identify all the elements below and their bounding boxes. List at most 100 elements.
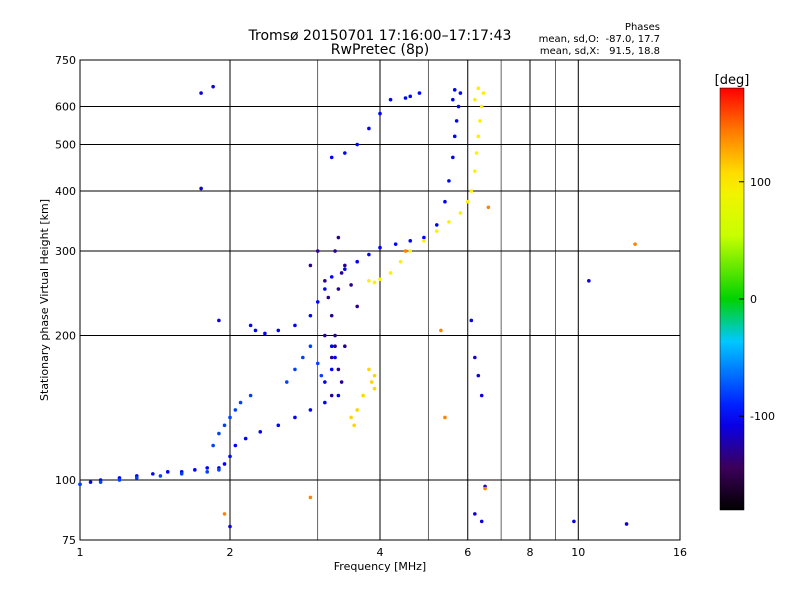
data-point [326,295,331,300]
data-point [323,333,327,338]
data-point [452,134,457,139]
data-point [476,86,481,91]
data-point [434,223,439,227]
data-point [473,169,477,173]
chart-title: Tromsø 20150701 17:16:00–17:17:43 [248,28,512,44]
data-point [315,249,320,253]
data-point [329,313,334,318]
data-point [293,415,297,420]
data-point [211,84,215,89]
x-tick-label: 4 [377,546,384,559]
data-point [222,423,227,428]
data-point [211,443,215,448]
data-point [343,267,347,271]
data-point [301,355,305,360]
data-point [473,355,477,360]
y-tick-label: 200 [55,330,76,343]
y-tick-label: 100 [55,474,76,487]
data-point [483,486,487,491]
data-point [134,476,139,480]
data-point [434,229,439,233]
data-point [367,367,371,372]
data-point [587,279,591,283]
y-tick-label: 600 [55,101,76,114]
data-point [388,271,393,275]
y-axis-label: Stationary phase Virtual Height [km] [38,199,51,401]
data-point [479,104,484,109]
data-point [408,249,413,253]
data-point [355,408,359,412]
data-point [361,393,365,398]
data-point [329,367,334,372]
data-point [474,151,479,155]
data-point [469,318,474,323]
data-point [447,179,451,183]
data-point [228,415,232,420]
data-point [293,323,297,328]
data-point [117,478,122,482]
data-point [476,373,481,378]
y-tick-label: 400 [55,185,76,198]
data-point [323,400,327,405]
data-point [319,373,324,378]
data-point [205,466,209,470]
x-tick-label: 2 [227,546,234,559]
data-point [217,431,221,436]
data-point [308,263,313,268]
data-point [378,277,382,282]
data-point [633,242,637,246]
data-point [372,280,377,285]
data-point [465,199,470,204]
data-point [458,211,463,215]
data-point [469,189,474,193]
data-point [336,367,341,372]
phases-o-stats: mean, sd,O: -87.0, 17.7 [538,34,660,45]
data-point [333,249,337,253]
data-point [339,380,344,384]
colorbar-tick-label: 0 [750,293,757,306]
data-point [315,361,320,366]
x-tick-label: 1 [77,546,84,559]
data-point [217,468,221,472]
data-point [158,474,163,478]
data-point [454,119,459,123]
data-point [263,331,267,336]
data-point [336,287,341,291]
phases-header: Phases [624,22,660,33]
data-point [336,235,341,240]
data-point [439,328,443,333]
data-point [355,142,359,147]
data-point [308,495,313,500]
data-point [308,408,313,412]
data-point [199,186,203,191]
data-point [393,242,398,246]
data-point [367,252,371,257]
data-point [179,472,184,476]
data-point [456,104,461,109]
data-point [151,472,155,476]
data-point [339,271,344,275]
data-point [388,97,393,102]
colorbar-tick-label: -100 [750,410,775,423]
data-point [476,134,481,139]
data-point [88,480,93,484]
data-point [372,373,377,378]
data-point [233,443,238,448]
data-point [205,470,209,474]
data-point [238,400,243,405]
data-point [355,304,359,309]
data-point [228,454,232,459]
data-point [253,328,258,333]
data-point [329,355,334,360]
y-tick-label: 75 [62,534,76,547]
data-point [458,91,463,95]
data-point [222,462,227,466]
data-point [443,415,447,420]
data-point [367,126,371,131]
chart-subtitle: RwPretec (8p) [330,42,430,58]
data-point [417,91,422,95]
data-point [352,423,356,428]
data-point [452,88,457,92]
data-point [258,430,263,434]
data-point [329,275,334,279]
